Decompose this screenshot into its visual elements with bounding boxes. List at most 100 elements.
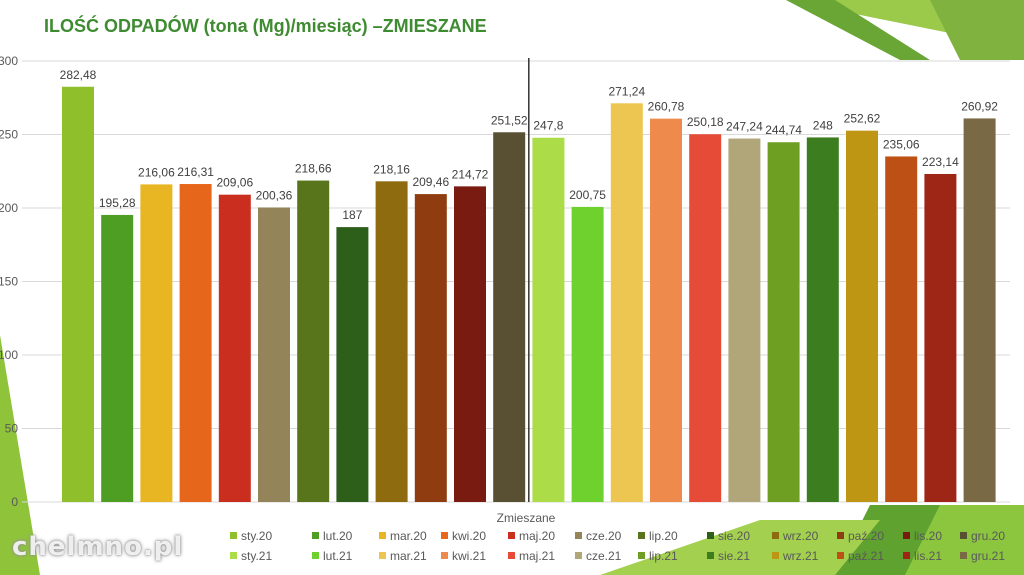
legend-label: lip.21 <box>649 549 678 563</box>
legend-label: sie.21 <box>718 549 750 563</box>
legend-label: sty.21 <box>241 549 272 563</box>
legend-swatch <box>772 532 779 539</box>
data-label: 218,66 <box>295 162 332 176</box>
legend-label: lut.21 <box>323 549 353 563</box>
legend-label: lis.20 <box>914 529 942 543</box>
legend-swatch <box>903 552 910 559</box>
y-tick-label: 300 <box>0 54 18 68</box>
legend-swatch <box>772 552 779 559</box>
legend-label: maj.21 <box>519 549 555 563</box>
site-watermark: chelmno.pl <box>12 532 184 562</box>
legend-label: sie.20 <box>718 529 750 543</box>
bar <box>571 206 604 502</box>
bar <box>140 184 173 503</box>
data-label: 216,06 <box>138 165 175 179</box>
y-tick-label: 50 <box>5 422 19 436</box>
data-label: 250,18 <box>687 115 724 129</box>
data-label: 235,06 <box>883 137 920 151</box>
legend-swatch <box>837 552 844 559</box>
legend-label: kwi.20 <box>452 529 486 543</box>
bar <box>767 142 800 503</box>
data-label: 216,31 <box>177 165 214 179</box>
data-label: 200,75 <box>569 188 606 202</box>
legend-label: cze.21 <box>586 549 622 563</box>
bar <box>924 173 957 503</box>
legend-label: wrz.21 <box>782 549 819 563</box>
legend-swatch <box>638 552 645 559</box>
bar <box>258 207 290 502</box>
legend-swatch <box>638 532 645 539</box>
legend-swatch <box>230 552 237 559</box>
data-label: 248 <box>813 118 833 132</box>
bar <box>179 184 212 503</box>
data-label: 282,48 <box>60 68 97 82</box>
legend-swatch <box>230 532 237 539</box>
legend-swatch <box>575 532 582 539</box>
legend-swatch <box>312 552 319 559</box>
bar <box>689 134 722 502</box>
legend-swatch <box>960 552 967 559</box>
bar <box>375 181 408 502</box>
bar <box>62 86 94 503</box>
bar <box>806 137 839 502</box>
data-label: 209,06 <box>216 176 253 190</box>
data-label: 260,78 <box>648 100 685 114</box>
legend-label: paź.21 <box>848 549 884 563</box>
legend-label: lis.21 <box>914 549 942 563</box>
page-title: ILOŚĆ ODPADÓW (tona (Mg)/miesiąc) –ZMIES… <box>44 16 487 36</box>
x-axis-label: Zmieszane <box>497 511 556 525</box>
data-label: 209,46 <box>412 175 449 189</box>
bar <box>414 194 447 502</box>
legend-swatch <box>441 532 448 539</box>
legend-swatch <box>508 532 515 539</box>
bar <box>336 227 369 503</box>
y-tick-label: 250 <box>0 128 18 142</box>
legend-label: gru.21 <box>971 549 1005 563</box>
data-label: 200,36 <box>256 188 293 202</box>
data-label: 260,92 <box>961 99 998 113</box>
data-label: 247,8 <box>533 119 563 133</box>
data-label: 195,28 <box>99 196 136 210</box>
bar <box>532 137 565 502</box>
y-tick-label: 0 <box>11 495 18 509</box>
legend-swatch <box>960 532 967 539</box>
data-label: 214,72 <box>452 167 489 181</box>
bar <box>846 130 878 502</box>
legend-label: maj.20 <box>519 529 555 543</box>
bar <box>650 118 682 503</box>
data-label: 244,74 <box>765 123 802 137</box>
data-label: 271,24 <box>608 84 645 98</box>
legend-swatch <box>312 532 319 539</box>
legend-label: gru.20 <box>971 529 1005 543</box>
data-label: 187 <box>342 208 362 222</box>
legend-swatch <box>707 552 714 559</box>
bar <box>610 103 643 503</box>
legend-swatch <box>441 552 448 559</box>
legend-swatch <box>508 552 515 559</box>
legend-label: mar.21 <box>390 549 427 563</box>
legend-label: lip.20 <box>649 529 678 543</box>
data-label: 223,14 <box>922 155 959 169</box>
legend-label: mar.20 <box>390 529 427 543</box>
bar <box>885 156 918 503</box>
legend-label: wrz.20 <box>782 529 819 543</box>
legend-swatch <box>379 532 386 539</box>
legend-swatch <box>707 532 714 539</box>
bar <box>218 194 251 502</box>
data-label: 252,62 <box>844 112 881 126</box>
bar <box>963 118 996 502</box>
data-label: 251,52 <box>491 113 528 127</box>
legend-label: kwi.21 <box>452 549 486 563</box>
legend-label: paź.20 <box>848 529 884 543</box>
y-tick-label: 200 <box>0 201 18 215</box>
data-label: 218,16 <box>373 162 410 176</box>
y-tick-label: 100 <box>0 348 18 362</box>
legend-swatch <box>903 532 910 539</box>
legend-label: cze.20 <box>586 529 622 543</box>
bar <box>101 214 134 502</box>
data-label: 247,24 <box>726 120 763 134</box>
legend-label: lut.20 <box>323 529 353 543</box>
legend-swatch <box>837 532 844 539</box>
legend-swatch <box>575 552 582 559</box>
